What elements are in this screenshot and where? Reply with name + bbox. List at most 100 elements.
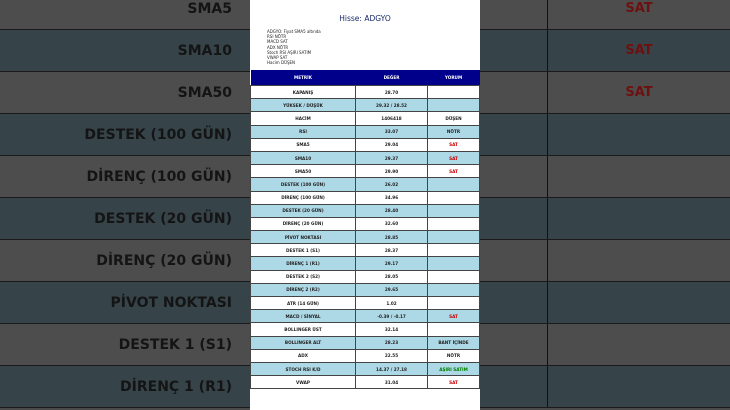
metric-cell: YÜKSEK / DÜŞÜK (250, 98, 356, 113)
summary-note: VWAP SAT (267, 55, 288, 61)
value-cell: 31.04 (355, 375, 428, 390)
comment-cell: NÖTR (427, 348, 480, 363)
comment-cell: SAT (427, 375, 480, 390)
metric-cell: BOLLINGER ÜST (250, 322, 356, 337)
table-row: RSI 33.07 NÖTR (250, 124, 480, 139)
table-row: SMA50 29.90 SAT (250, 164, 480, 179)
value-cell: 28.05 (355, 269, 428, 284)
metric-cell: KAPANIŞ (250, 84, 356, 100)
comment-cell (427, 177, 480, 192)
metric-cell: MACD / SİNYAL (250, 309, 356, 324)
value-cell: 29.37 (355, 150, 428, 166)
comment-cell (427, 216, 480, 232)
table-row: DESTEK (20 GÜN) 28.40 (250, 203, 480, 218)
comment-cell: SAT (427, 150, 480, 166)
table-row: DESTEK 1 (S1) 28.37 (250, 243, 480, 258)
value-cell: 29.65 (355, 282, 428, 298)
background-comment (547, 114, 730, 155)
value-cell: 26.02 (355, 177, 428, 192)
metric-cell: BOLLINGER ALT (250, 335, 356, 350)
comment-cell (427, 295, 480, 311)
table-row: YÜKSEK / DÜŞÜK 29.32 / 28.52 (250, 98, 480, 113)
comment-cell: SAT (427, 137, 480, 152)
value-cell: 33.07 (355, 124, 428, 139)
value-cell: 28.37 (355, 243, 428, 258)
metric-cell: VWAP (250, 375, 356, 390)
metric-cell: SMA50 (250, 164, 356, 179)
value-cell: 34.96 (355, 190, 428, 205)
background-label: DESTEK 1 (S1) (118, 336, 232, 353)
table-row: BOLLINGER ÜST 32.14 (250, 322, 480, 337)
table-row: ATR (14 GÜN) 1.02 (250, 295, 480, 311)
comment-cell: BANT İÇİNDE (427, 335, 480, 350)
value-cell: 1.02 (355, 295, 428, 311)
background-comment (547, 156, 730, 197)
table-row: KAPANIŞ 28.70 (250, 84, 480, 100)
metric-cell: DESTEK 1 (S1) (250, 243, 356, 258)
value-cell: 22.55 (355, 348, 428, 363)
table-row: DİRENÇ (20 GÜN) 32.60 (250, 216, 480, 232)
metric-cell: DESTEK (20 GÜN) (250, 203, 356, 218)
value-cell: 29.32 / 28.52 (355, 98, 428, 113)
background-label: DİRENÇ 1 (R1) (120, 378, 232, 395)
background-label: DESTEK (20 GÜN) (94, 210, 232, 227)
page-title: Hisse: ADGYO (339, 14, 391, 23)
table-row: DİRENÇ 1 (R1) 29.17 (250, 256, 480, 271)
background-comment (547, 240, 730, 281)
table-row: STOCH RSI K/D 14.37 / 27.18 AŞIRI SATIM (250, 361, 480, 377)
value-cell: 29.17 (355, 256, 428, 271)
header-comment: YORUM (427, 70, 480, 86)
metrics-table: METRİK DEĞER YORUM KAPANIŞ 28.70 YÜKSEK / … (250, 70, 480, 390)
table-row: ADX 22.55 NÖTR (250, 348, 480, 363)
metric-cell: DESTEK 2 (S2) (250, 269, 356, 284)
table-row: DİRENÇ (100 GÜN) 34.96 (250, 190, 480, 205)
comment-cell: AŞIRI SATIM (427, 361, 480, 377)
summary-note: RSI NÖTR (267, 34, 287, 40)
background-label: SMA10 (177, 42, 232, 59)
metric-cell: ADX (250, 348, 356, 363)
summary-note: Hacim DÜŞEN (267, 60, 296, 66)
value-cell: 28.40 (355, 203, 428, 218)
value-cell: 28.70 (355, 84, 428, 100)
background-label: DİRENÇ (100 GÜN) (86, 168, 232, 185)
value-cell: 29.90 (355, 164, 428, 179)
value-cell: 29.04 (355, 137, 428, 152)
value-cell: 28.85 (355, 230, 428, 245)
header-value: DEĞER (355, 70, 428, 86)
metric-cell: PİVOT NOKTASI (250, 230, 356, 245)
comment-cell: SAT (427, 164, 480, 179)
background-label: PİVOT NOKTASI (110, 294, 232, 311)
background-label: SMA5 (187, 0, 232, 17)
comment-cell (427, 243, 480, 258)
metric-cell: SMA10 (250, 150, 356, 166)
metric-cell: RSI (250, 124, 356, 139)
table-row: VWAP 31.04 SAT (250, 375, 480, 390)
comment-cell (427, 322, 480, 337)
table-row: SMA5 29.04 SAT (250, 137, 480, 152)
comment-cell: DÜŞEN (427, 111, 480, 126)
comment-cell (427, 269, 480, 284)
metric-cell: DESTEK (100 GÜN) (250, 177, 356, 192)
table-row: SMA10 29.37 SAT (250, 150, 480, 166)
table-row: BOLLINGER ALT 28.23 BANT İÇİNDE (250, 335, 480, 350)
table-row: HACİM 1406418 DÜŞEN (250, 111, 480, 126)
stock-analysis-panel: Hisse: ADGYO ADGYO: Fiyat SMA5 altında RS… (250, 0, 480, 410)
value-cell: 14.37 / 27.18 (355, 361, 428, 377)
metric-cell: DİRENÇ 1 (R1) (250, 256, 356, 271)
comment-cell (427, 84, 480, 100)
background-comment (547, 282, 730, 323)
background-comment (547, 324, 730, 365)
background-label: DİRENÇ (20 GÜN) (96, 252, 232, 269)
comment-cell (427, 230, 480, 245)
table-row: DESTEK 2 (S2) 28.05 (250, 269, 480, 284)
summary-notes: ADGYO: Fiyat SMA5 altında RSI NÖTR MACD SA… (267, 29, 321, 65)
table-row: PİVOT NOKTASI 28.85 (250, 230, 480, 245)
summary-note: ADGYO: Fiyat SMA5 altında (267, 29, 321, 34)
value-cell: 1406418 (355, 111, 428, 126)
comment-cell (427, 203, 480, 218)
comment-cell (427, 190, 480, 205)
header-metric: METRİK (250, 70, 356, 86)
metric-cell: DİRENÇ 2 (R2) (250, 282, 356, 298)
summary-note: MACD SAT (267, 39, 288, 45)
summary-note: ADX NÖTR (267, 44, 289, 50)
